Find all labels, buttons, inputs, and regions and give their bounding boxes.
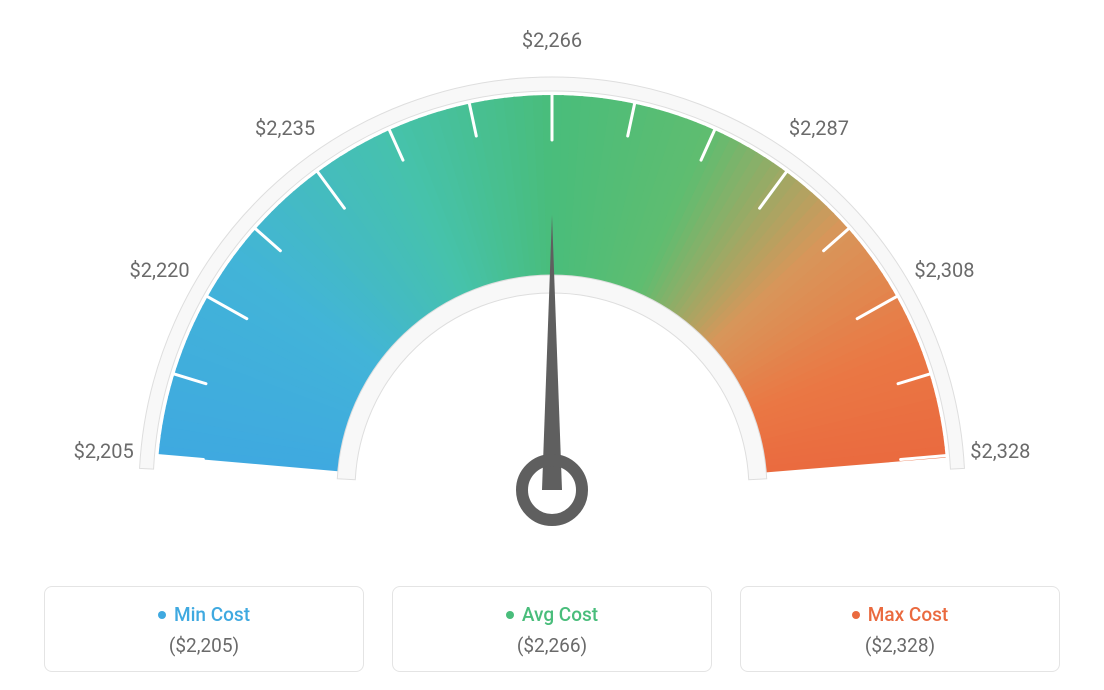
gauge-tick-label: $2,220	[130, 258, 190, 282]
gauge-tick-label: $2,328	[970, 439, 1030, 463]
gauge-tick-label: $2,287	[789, 116, 849, 140]
legend-title-avg: Avg Cost	[506, 603, 598, 626]
legend-row: Min Cost ($2,205) Avg Cost ($2,266) Max …	[0, 586, 1104, 672]
gauge-chart: $2,205 $2,220 $2,235 $2,266 $2,287 $2,308 $2,3…	[0, 0, 1104, 560]
legend-title-min: Min Cost	[158, 603, 250, 626]
legend-title-max: Max Cost	[852, 603, 948, 626]
dot-icon	[158, 611, 166, 619]
gauge-tick-label: $2,308	[914, 258, 974, 282]
legend-title-text: Avg Cost	[522, 603, 598, 626]
legend-value-min: ($2,205)	[45, 634, 363, 657]
legend-card-avg: Avg Cost ($2,266)	[392, 586, 712, 672]
legend-value-avg: ($2,266)	[393, 634, 711, 657]
legend-value-max: ($2,328)	[741, 634, 1059, 657]
gauge-tick-label: $2,205	[74, 439, 134, 463]
legend-title-text: Max Cost	[868, 603, 948, 626]
gauge-tick-label: $2,266	[522, 28, 582, 52]
legend-title-text: Min Cost	[174, 603, 250, 626]
dot-icon	[852, 611, 860, 619]
gauge-tick-label: $2,235	[255, 116, 315, 140]
dot-icon	[506, 611, 514, 619]
legend-card-min: Min Cost ($2,205)	[44, 586, 364, 672]
legend-card-max: Max Cost ($2,328)	[740, 586, 1060, 672]
